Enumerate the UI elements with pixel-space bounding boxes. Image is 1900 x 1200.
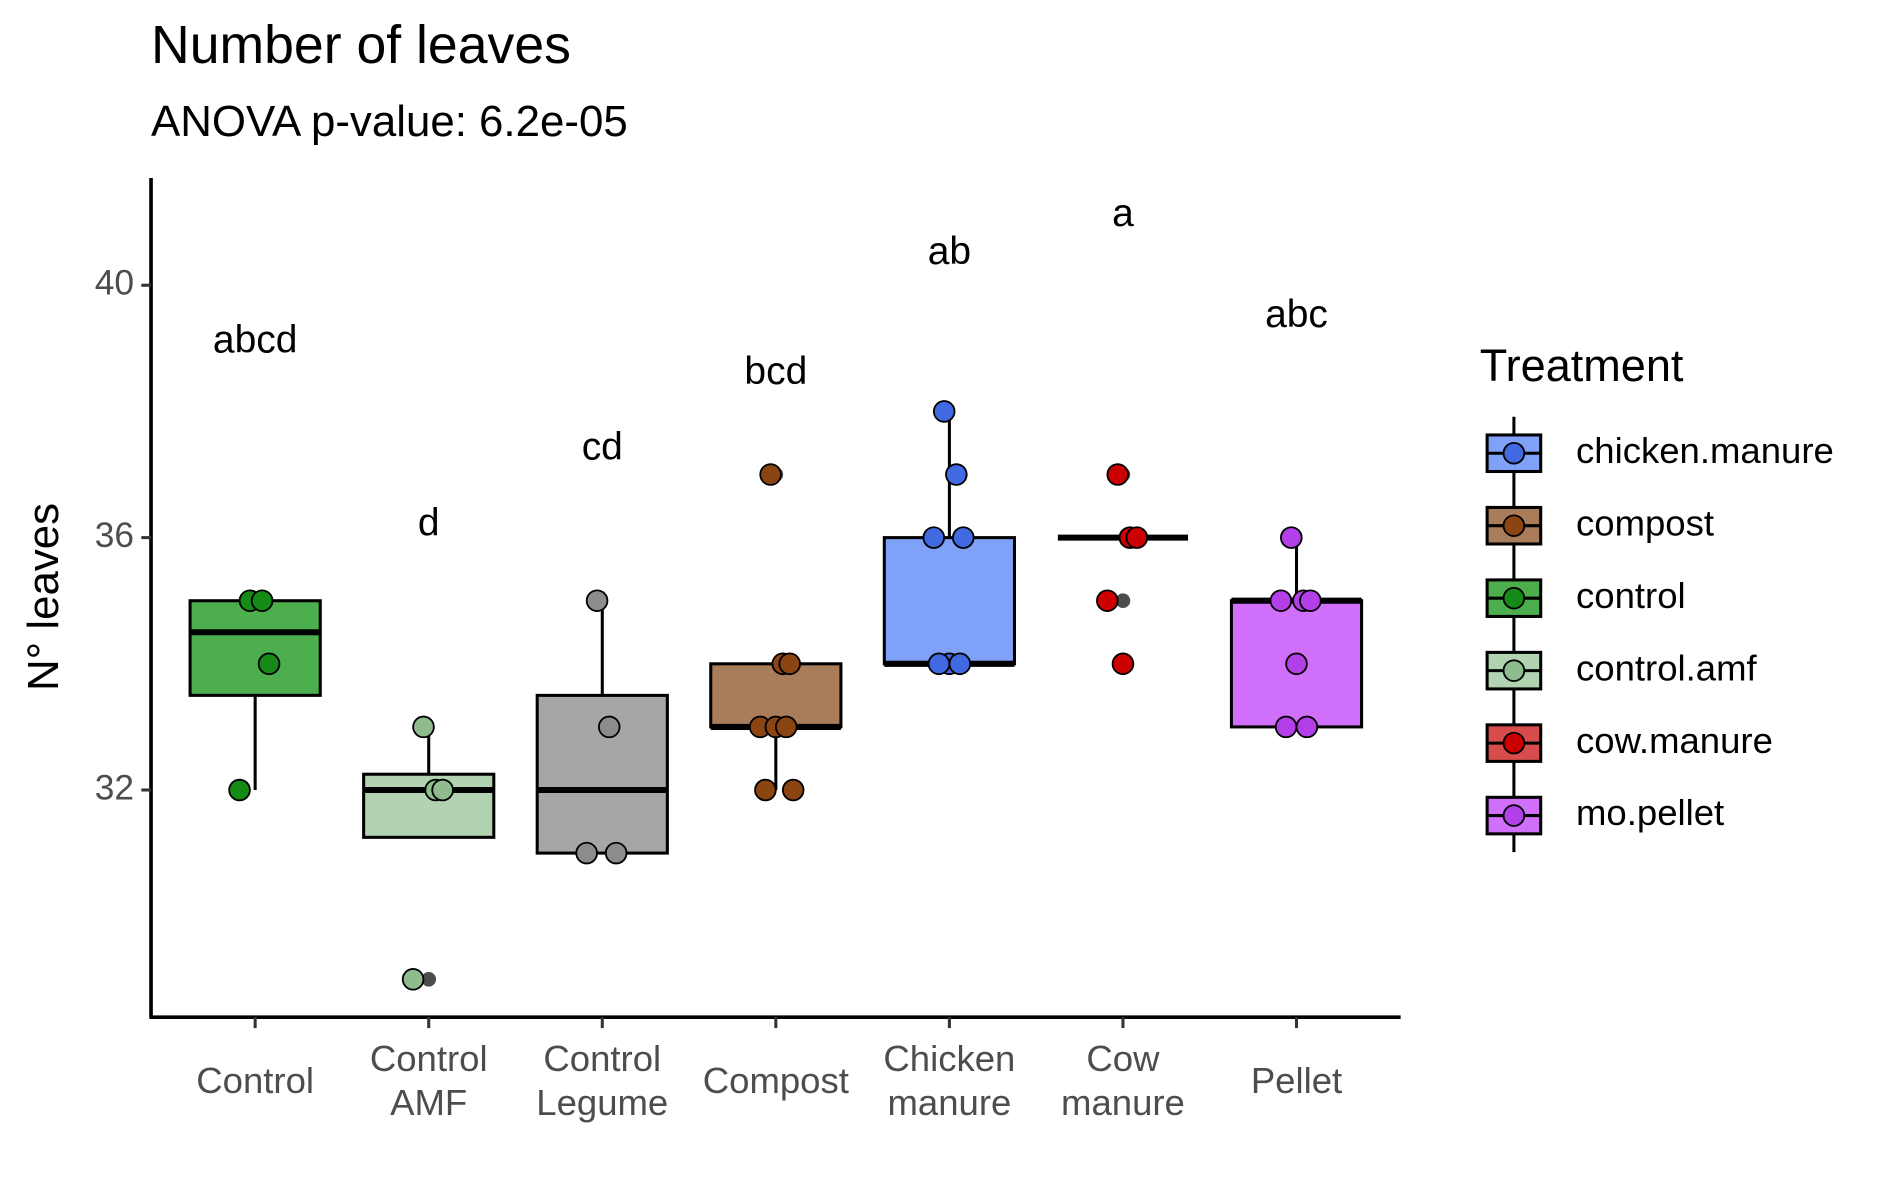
x-tick-label-line: Legume	[536, 1081, 668, 1122]
legend-key-point	[1502, 804, 1526, 827]
point	[1111, 652, 1135, 676]
x-tick-label: Cow manure	[1061, 1038, 1185, 1123]
x-tick-label-line: Chicken	[883, 1038, 1015, 1079]
legend-key-point	[1502, 659, 1526, 682]
x-tick-label: Control Legume	[536, 1038, 668, 1123]
group-letter: a	[1112, 192, 1134, 235]
point	[1125, 526, 1149, 549]
legend-label: compost	[1576, 502, 1714, 543]
outlier	[1115, 593, 1131, 609]
group-letter: bcd	[744, 350, 807, 393]
point	[952, 526, 975, 549]
legend-label: mo.pellet	[1576, 792, 1724, 833]
x-tick-label: Control	[196, 1060, 314, 1101]
legend-label: chicken.manure	[1576, 430, 1834, 471]
point	[1285, 652, 1308, 676]
point	[257, 652, 281, 676]
group-letter: d	[418, 501, 440, 544]
legend-key-point	[1502, 514, 1526, 537]
x-tick-label-line: Control	[543, 1038, 661, 1079]
legend-title: Treatment	[1480, 340, 1684, 391]
point	[948, 652, 972, 676]
legend-key-point	[1502, 731, 1526, 755]
point	[759, 463, 782, 486]
point	[778, 652, 801, 676]
x-tick-label-line: manure	[1061, 1081, 1185, 1122]
x-tick-label: Control AMF	[370, 1038, 488, 1123]
point	[754, 778, 777, 802]
point	[1299, 589, 1322, 612]
chart-subtitle: ANOVA p-value: 6.2e-05	[151, 97, 628, 146]
legend-label: control.amf	[1576, 647, 1757, 688]
point	[932, 400, 956, 423]
point	[781, 778, 805, 802]
x-tick-label-line: manure	[887, 1081, 1011, 1122]
legend-key-point	[1502, 441, 1526, 465]
box	[882, 536, 1016, 666]
point	[1295, 715, 1319, 739]
x-tick-label-line: Cow	[1086, 1038, 1160, 1079]
point	[1096, 589, 1119, 612]
y-tick-label: 40	[95, 264, 134, 303]
x-tick-label-line: Control	[370, 1038, 488, 1079]
y-tick-label: 36	[95, 516, 134, 555]
point	[1269, 589, 1293, 612]
x-tick-label: Chicken manure	[883, 1038, 1015, 1123]
group-letter: abc	[1265, 293, 1328, 336]
legend-label: cow.manure	[1576, 720, 1773, 761]
point	[228, 778, 251, 802]
x-tick-label-line: AMF	[390, 1081, 467, 1122]
outlier	[421, 971, 437, 987]
group-letter: ab	[928, 230, 971, 273]
x-tick-label-line: Control	[196, 1060, 314, 1101]
point	[412, 715, 435, 739]
point	[1274, 715, 1298, 739]
point	[1280, 526, 1303, 549]
point	[585, 589, 609, 612]
chart-title: Number of leaves	[151, 15, 571, 75]
point	[431, 778, 454, 802]
group-letter: abcd	[213, 318, 298, 361]
x-tick-label-line: Pellet	[1251, 1060, 1342, 1101]
group-letter: cd	[582, 426, 623, 469]
box	[188, 599, 322, 697]
legend-label: control	[1576, 575, 1686, 616]
point	[575, 841, 598, 865]
point	[1106, 463, 1130, 486]
point	[401, 968, 425, 991]
point	[927, 652, 951, 676]
y-tick-label: 32	[95, 768, 134, 807]
x-tick-label-line: Compost	[703, 1060, 849, 1101]
point	[250, 589, 274, 612]
point	[945, 463, 968, 486]
point	[774, 715, 798, 739]
point	[597, 715, 621, 739]
x-tick-label: Compost	[703, 1060, 849, 1101]
point	[604, 841, 628, 865]
x-tick-label: Pellet	[1251, 1060, 1342, 1101]
y-axis-label: N° leaves	[19, 503, 68, 691]
legend-key-point	[1502, 586, 1526, 610]
point	[922, 526, 946, 549]
